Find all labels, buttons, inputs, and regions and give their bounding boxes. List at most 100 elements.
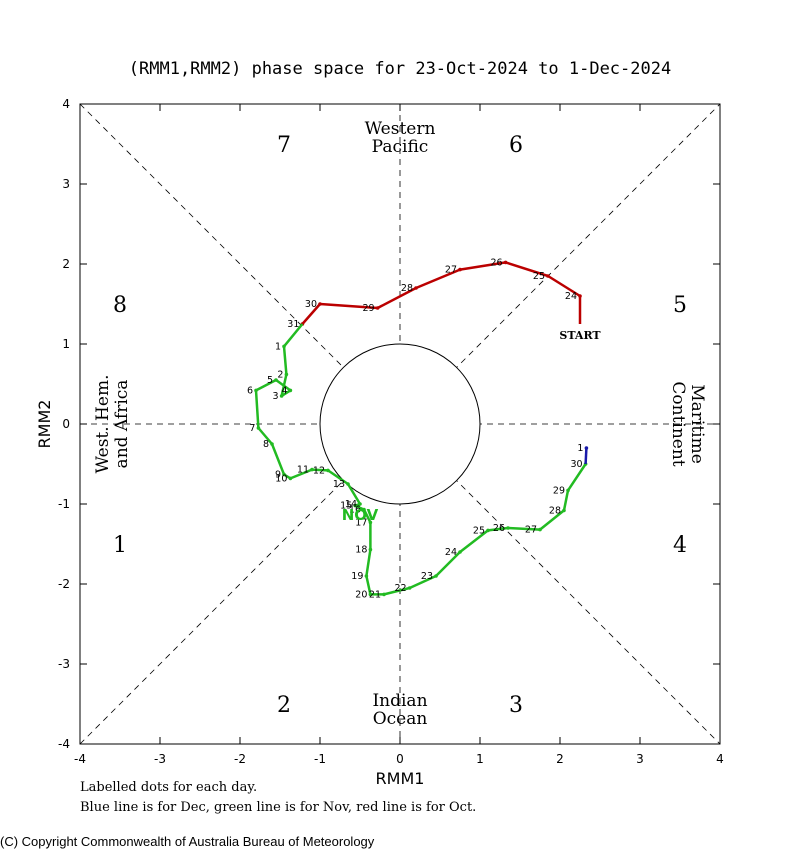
data-point <box>353 503 358 508</box>
x-tick-label: 2 <box>556 752 564 766</box>
data-label: 24 <box>565 291 577 302</box>
region-label-bottom: Indian <box>372 691 427 711</box>
phase-label: 4 <box>673 533 687 558</box>
data-point <box>274 378 278 382</box>
data-label: 20 <box>355 589 367 600</box>
data-label: 3 <box>273 391 279 402</box>
data-label: 16 <box>349 505 361 516</box>
y-tick-label: 4 <box>62 97 70 111</box>
data-label: 2 <box>277 369 283 380</box>
data-label: 6 <box>247 385 253 396</box>
data-label: 7 <box>249 423 255 434</box>
data-point <box>358 502 362 506</box>
data-point <box>284 372 289 377</box>
data-point <box>282 472 286 477</box>
phase-label: 7 <box>277 133 291 158</box>
data-point <box>562 508 566 513</box>
phase-label: 2 <box>277 693 291 718</box>
legend-note-2: Blue line is for Dec, green line is for … <box>80 800 477 815</box>
data-point <box>458 267 462 272</box>
data-label: 30 <box>571 459 583 470</box>
phase-label: 1 <box>113 533 127 558</box>
data-label: 30 <box>305 299 317 310</box>
phase-label: 6 <box>509 133 523 158</box>
chart-title: (RMM1,RMM2) phase space for 23-Oct-2024 … <box>129 59 671 79</box>
x-tick-label: -3 <box>154 752 166 766</box>
legend-note-1: Labelled dots for each day. <box>80 780 258 795</box>
phase-label: 5 <box>673 293 687 318</box>
x-tick-label: -2 <box>234 752 246 766</box>
data-point <box>368 547 373 552</box>
data-label: 13 <box>333 479 345 490</box>
data-point <box>256 426 261 430</box>
data-label: 23 <box>421 571 433 582</box>
data-point <box>584 446 589 450</box>
data-label: 26 <box>491 257 503 268</box>
data-label: 12 <box>313 465 325 476</box>
data-label: 28 <box>401 283 413 294</box>
region-label-top: Pacific <box>372 137 429 157</box>
data-label: 28 <box>549 505 561 516</box>
x-tick-label: -4 <box>74 752 86 766</box>
x-tick-label: 0 <box>396 752 404 766</box>
data-label: 5 <box>267 375 273 386</box>
data-label: 27 <box>445 265 457 276</box>
x-tick-label: 3 <box>636 752 644 766</box>
data-label: 4 <box>281 385 287 396</box>
data-point <box>566 488 570 493</box>
data-label: 26 <box>493 523 505 534</box>
y-tick-label: 3 <box>62 177 70 191</box>
data-point <box>318 302 322 306</box>
data-point <box>326 468 330 473</box>
x-axis-label: RMM1 <box>376 769 425 788</box>
y-axis-label: RMM2 <box>35 400 54 449</box>
data-point <box>310 467 314 472</box>
data-point <box>503 260 508 265</box>
copyright-text: (C) Copyright Commonwealth of Australia … <box>0 834 375 849</box>
data-point <box>282 344 286 349</box>
data-label: 18 <box>355 545 367 556</box>
data-point <box>578 294 582 298</box>
data-point <box>362 507 366 512</box>
phase-space-chart: (RMM1,RMM2) phase space for 23-Oct-2024 … <box>35 59 724 788</box>
y-tick-label: -4 <box>58 737 70 751</box>
data-point <box>538 527 542 532</box>
series-line-dec <box>584 447 588 465</box>
data-point <box>407 586 412 590</box>
data-label: 17 <box>355 517 367 528</box>
region-label-right: Maritime <box>687 384 707 464</box>
y-tick-label: 1 <box>62 337 70 351</box>
data-point <box>279 394 284 398</box>
x-tick-label: -1 <box>314 752 326 766</box>
data-point <box>375 306 380 310</box>
data-label: 14 <box>345 499 357 510</box>
region-label-bottom: Ocean <box>373 709 428 729</box>
x-tick-label: 4 <box>716 752 724 766</box>
data-point <box>368 520 373 525</box>
data-label: 22 <box>395 583 407 594</box>
data-label: 29 <box>553 485 565 496</box>
data-label: 10 <box>275 473 287 484</box>
data-point <box>346 482 350 486</box>
data-point <box>414 286 418 290</box>
data-label: 29 <box>363 303 375 314</box>
data-label: 19 <box>351 571 363 582</box>
data-point <box>254 388 258 393</box>
phase-label: 8 <box>113 293 127 318</box>
phase-label: 3 <box>509 693 523 718</box>
data-label: 24 <box>445 547 457 558</box>
data-label: 15 <box>340 501 352 512</box>
region-label-left: and Africa <box>112 380 132 469</box>
data-label: 27 <box>525 525 537 536</box>
unit-circle <box>319 343 481 505</box>
data-point <box>546 274 550 278</box>
data-point <box>434 574 438 578</box>
y-tick-label: -2 <box>58 577 70 591</box>
data-point <box>288 388 293 393</box>
data-label: 11 <box>297 465 309 476</box>
region-label-left: West. Hem. <box>93 375 113 474</box>
y-tick-label: -3 <box>58 657 70 671</box>
data-point <box>288 476 293 481</box>
data-label: 1 <box>577 443 583 454</box>
data-label: 21 <box>369 589 381 600</box>
